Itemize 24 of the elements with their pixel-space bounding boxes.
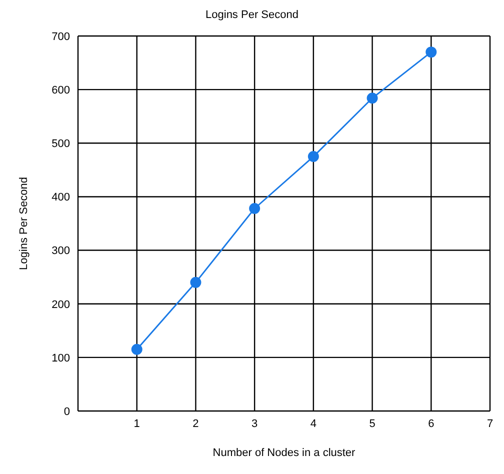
x-tick-label: 4 xyxy=(310,418,316,430)
x-tick-label: 3 xyxy=(252,418,258,430)
x-axis-title: Number of Nodes in a cluster xyxy=(212,447,356,459)
point xyxy=(426,46,437,58)
y-tick-label: 500 xyxy=(52,138,70,150)
x-tick-label: 5 xyxy=(369,418,376,430)
x-tick-label: 6 xyxy=(428,418,434,430)
y-tick-label: 100 xyxy=(52,352,70,364)
point xyxy=(308,151,319,162)
x-tick-label: 7 xyxy=(486,418,494,430)
y-tick-label: 600 xyxy=(52,84,70,96)
x-tick-label: 1 xyxy=(134,418,140,430)
chart-title: Logins Per Second xyxy=(204,8,300,23)
point xyxy=(249,203,260,214)
x-tick-label: 2 xyxy=(192,418,199,430)
y-tick-label: 300 xyxy=(52,245,70,258)
y-tick-label: 0 xyxy=(64,406,70,418)
y-tick-label: 700 xyxy=(52,30,70,43)
point xyxy=(131,344,142,355)
point xyxy=(366,92,378,104)
point xyxy=(190,276,202,288)
y-axis-title: Logins Per Second xyxy=(18,177,30,270)
y-tick-label: 400 xyxy=(52,192,70,204)
y-tick-label: 200 xyxy=(52,298,70,311)
